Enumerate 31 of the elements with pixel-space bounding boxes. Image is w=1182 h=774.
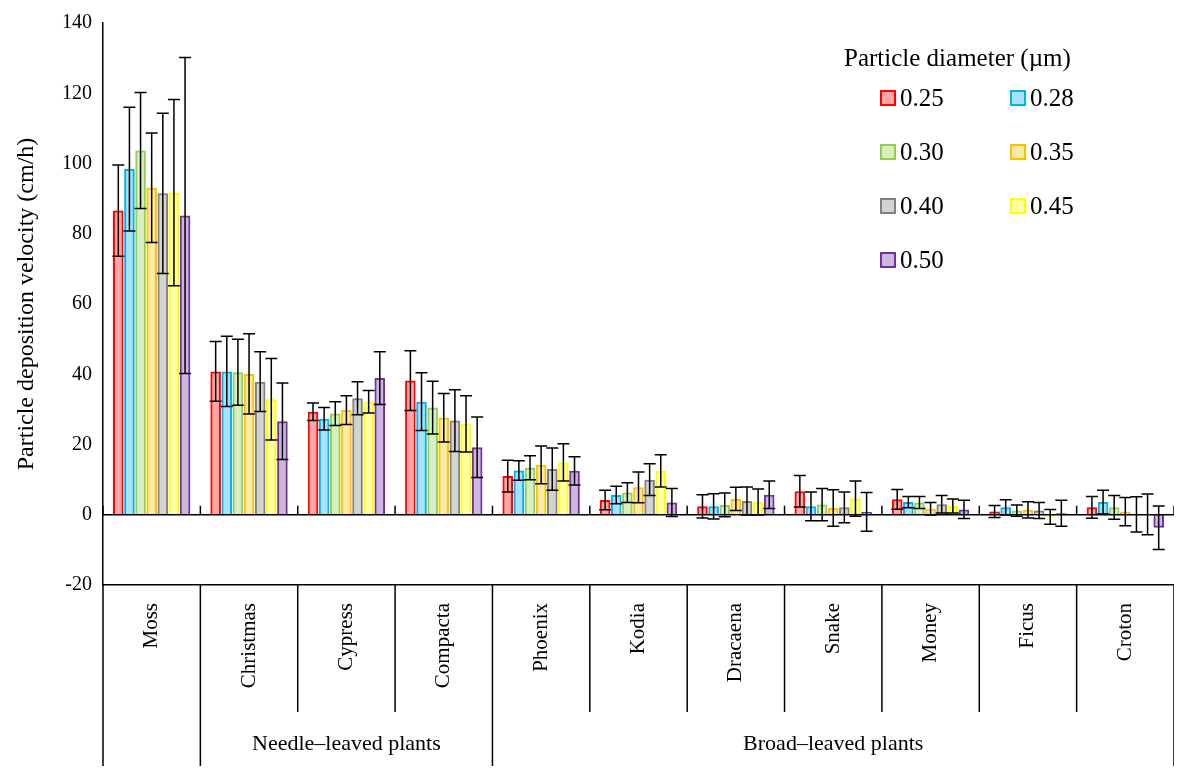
x-tick-label: Money xyxy=(917,602,942,663)
x-tick-label: Cypress xyxy=(332,603,357,671)
y-tick-label: 60 xyxy=(72,291,92,314)
y-tick-label: 120 xyxy=(62,80,92,103)
x-tick-label: Compacta xyxy=(430,602,455,689)
legend-label: 0.30 xyxy=(900,138,944,166)
legend-label: 0.28 xyxy=(1030,84,1074,112)
x-tick-label: Christmas xyxy=(235,603,260,689)
legend-label: 0.45 xyxy=(1030,192,1074,220)
legend-label: 0.40 xyxy=(900,192,944,220)
y-tick-label: 40 xyxy=(72,361,92,384)
x-tick-label: Croton xyxy=(1111,602,1136,662)
x-tick-label: Dracaena xyxy=(722,602,747,683)
legend-label: 0.35 xyxy=(1030,138,1074,166)
y-axis-title: Particle deposition velocity (cm/h) xyxy=(11,137,38,471)
y-tick-label: 80 xyxy=(72,221,92,243)
text: Needle–leaved plants xyxy=(252,729,441,755)
x-tick-label: Moss xyxy=(138,603,163,649)
x-tick-label: Kodia xyxy=(625,602,650,655)
y-tick-label: 0 xyxy=(82,502,92,524)
legend-label: 0.50 xyxy=(900,246,944,274)
y-tick-label: -20 xyxy=(65,572,92,595)
y-tick-label: 20 xyxy=(72,431,92,454)
y-tick-label: 140 xyxy=(62,10,92,33)
x-tick-label: Snake xyxy=(819,603,844,655)
legend-title: Particle diameter (µm) xyxy=(844,44,1072,72)
text: Broad–leaved plants xyxy=(743,729,924,755)
y-tick-label: 100 xyxy=(62,150,92,173)
x-tick-label: Phoenix xyxy=(527,602,552,672)
x-tick-label: Ficus xyxy=(1014,603,1039,649)
legend-label: 0.25 xyxy=(900,84,944,112)
